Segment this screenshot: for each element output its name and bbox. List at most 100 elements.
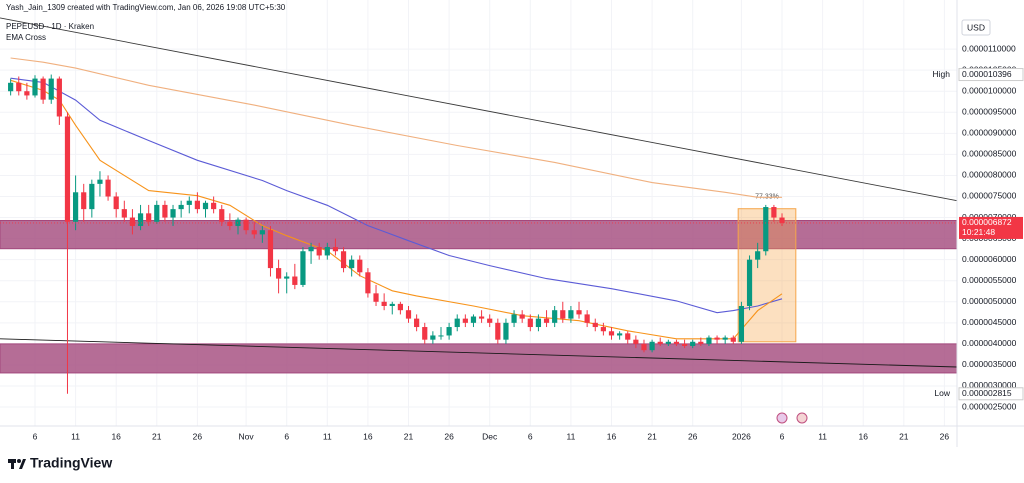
ema-line (10, 57, 782, 198)
plot-area: 77.33% (0, 0, 958, 426)
candle-body (690, 341, 696, 346)
candle-body (97, 179, 103, 184)
candle-body (146, 213, 152, 222)
candle-body (511, 314, 517, 323)
candle-body (40, 78, 46, 100)
attribution: Yash_Jain_1309 created with TradingView.… (6, 3, 286, 12)
candle-body (397, 303, 403, 311)
candle-body (552, 310, 558, 323)
trend-line (0, 17, 958, 202)
candle-body (72, 192, 79, 222)
candle-body (105, 179, 111, 197)
candle-body (56, 78, 62, 117)
y-tick-label: 0.0000055000 (962, 275, 1017, 285)
candle-body (568, 310, 574, 319)
candle-body (722, 337, 728, 340)
price-tag (958, 68, 1024, 82)
x-tick-label: 21 (152, 431, 162, 441)
y-tick-label: 0.0000080000 (962, 170, 1017, 180)
ema-line (10, 77, 783, 314)
candle-body (284, 276, 290, 279)
candle-body (617, 333, 623, 336)
price-tag-name: Low (934, 388, 950, 398)
candle-body (625, 333, 631, 340)
y-tick-label: 0.0000085000 (962, 149, 1017, 159)
candle-body (251, 230, 257, 235)
x-tick-label: 11 (323, 431, 332, 441)
candle-body (8, 82, 14, 92)
candle-body (275, 268, 282, 279)
candle-body (267, 230, 274, 269)
candle-body (487, 318, 493, 323)
x-tick-label: 26 (444, 431, 454, 441)
candle-body (48, 78, 54, 100)
zone (0, 343, 958, 374)
candle-body (405, 310, 412, 319)
x-tick-label: 26 (940, 431, 950, 441)
candle-body (170, 209, 176, 218)
candle-body (665, 341, 671, 344)
candle-body (202, 202, 209, 210)
candle-body (227, 221, 233, 226)
y-tick-label: 0.0000100000 (962, 85, 1017, 95)
candle-body (186, 200, 192, 205)
candle-body (154, 204, 160, 222)
candle-body (64, 116, 71, 222)
y-tick-label: 0.0000070000 (962, 212, 1017, 222)
candle-body (316, 247, 322, 256)
candle-body (300, 251, 306, 285)
price-tag-value: 0.000010396 (962, 69, 1012, 79)
x-tick-label: 21 (404, 431, 414, 441)
candle-body (576, 310, 582, 315)
y-tick-label: 0.0000050000 (962, 296, 1017, 306)
candle-body (470, 316, 477, 323)
candle-body (292, 276, 298, 285)
candle-body (763, 207, 769, 252)
x-tick-label: 11 (818, 431, 827, 441)
y-tick-label: 0.0000090000 (962, 128, 1017, 138)
candle-body (137, 213, 144, 226)
price-tag-name: High (933, 69, 951, 79)
candle-body (178, 204, 184, 210)
candle-body (162, 204, 168, 218)
logo (8, 459, 26, 469)
x-tick-label: 6 (33, 431, 38, 441)
indicator-name: EMA Cross (6, 33, 46, 42)
candle-body (357, 259, 363, 273)
currency[interactable]: USD (967, 22, 985, 32)
zone (0, 220, 958, 250)
candle-body (243, 219, 249, 231)
candle-body (32, 78, 38, 96)
event-icon[interactable] (776, 412, 788, 424)
x-tick-label: 26 (193, 431, 203, 441)
price-tag-value: 0.000002815 (962, 388, 1012, 398)
x-tick-label: 2026 (732, 431, 751, 441)
x-tick-label: 6 (780, 431, 785, 441)
candle-body (584, 314, 590, 323)
event-icon[interactable] (796, 412, 808, 424)
y-tick-label: 0.0000040000 (962, 338, 1017, 348)
candle-body (24, 91, 30, 96)
candle-body (422, 327, 428, 340)
candle-body (16, 82, 22, 92)
x-tick-label: 6 (528, 431, 533, 441)
candle-body (535, 318, 542, 328)
candle-body (592, 322, 598, 328)
candle-body (462, 318, 468, 323)
x-tick-label: 21 (647, 431, 657, 441)
candle-body (349, 259, 355, 269)
candle-body (738, 305, 745, 342)
candle-body (211, 202, 217, 210)
candle-body (89, 183, 95, 210)
candle-body (503, 322, 509, 340)
candle-body (600, 327, 606, 332)
x-tick-label: 21 (899, 431, 909, 441)
candle-body (714, 337, 720, 340)
currency-box[interactable] (961, 19, 991, 36)
candle-body (365, 272, 371, 294)
candle-body (454, 318, 460, 328)
candle-body (259, 230, 265, 235)
candle-body (746, 259, 753, 306)
candle-body (519, 314, 525, 319)
